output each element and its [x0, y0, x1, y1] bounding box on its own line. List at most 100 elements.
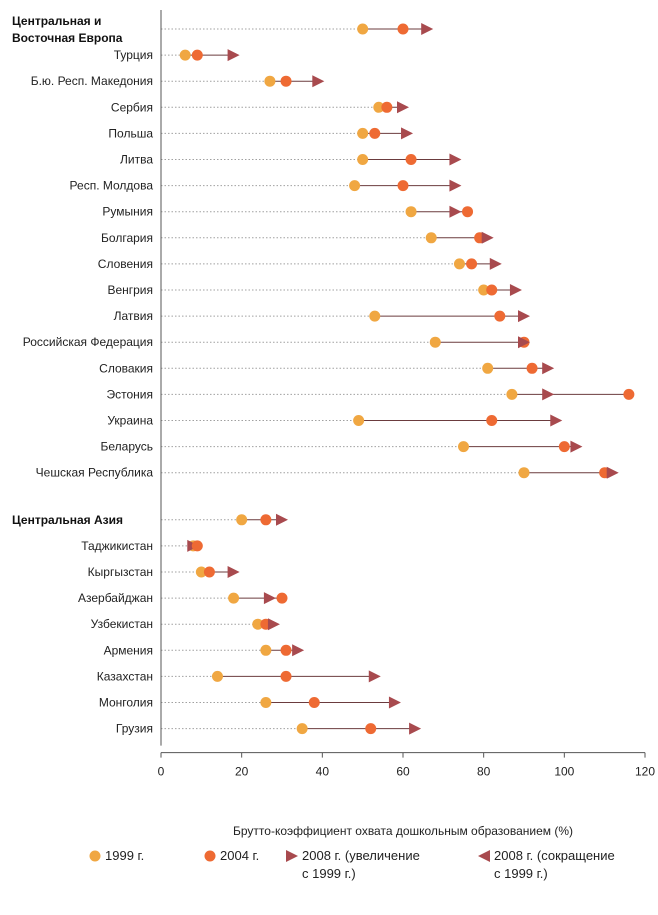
data-row: Эстония	[107, 387, 635, 401]
legend-label: с 1999 г.)	[494, 866, 548, 881]
point-1999	[353, 415, 365, 426]
data-row: Болгария	[101, 231, 494, 245]
row-label: Беларусь	[101, 440, 153, 454]
point-1999	[425, 232, 437, 244]
point-1999	[482, 362, 494, 374]
point-1999	[260, 697, 272, 708]
data-row: Литва	[120, 153, 462, 167]
point-2004	[397, 23, 409, 35]
row-label: Латвия	[114, 309, 153, 323]
point-2008	[292, 644, 305, 657]
data-row: Латвия	[114, 309, 530, 323]
point-2004	[280, 670, 292, 682]
point-1999	[357, 127, 369, 139]
legend-marker	[89, 850, 101, 862]
x-axis-title: Брутто-коэффициент охвата дошкольным обр…	[233, 824, 573, 838]
point-2008	[276, 513, 288, 526]
point-2004	[466, 258, 478, 270]
point-2004	[280, 75, 292, 87]
point-1999	[260, 644, 272, 656]
legend-marker	[286, 850, 298, 862]
point-1999	[211, 670, 223, 682]
point-2004	[623, 388, 635, 400]
group-row: Центральная и Восточная Европа	[12, 14, 434, 45]
data-row: Узбекистан	[91, 617, 280, 631]
point-1999	[349, 180, 361, 192]
data-row: Грузия	[116, 722, 422, 736]
point-2004	[260, 514, 272, 526]
data-row: Словения	[98, 257, 502, 271]
legend-label: 1999 г.	[105, 848, 144, 863]
point-1999	[405, 206, 417, 218]
point-2008	[570, 440, 583, 453]
group-label: Центральная Азия	[12, 513, 123, 527]
point-1999	[453, 258, 465, 270]
point-2008	[401, 127, 414, 140]
data-row: Венгрия	[107, 283, 522, 297]
point-2008	[606, 466, 619, 479]
row-label: Словения	[98, 257, 153, 271]
legend-item: 2004 г.	[204, 848, 259, 863]
point-1999	[236, 514, 248, 526]
point-2008	[542, 362, 555, 375]
row-label: Б.ю. Респ. Македония	[31, 74, 153, 88]
x-tick-label: 80	[477, 765, 491, 779]
row-label: Монголия	[99, 696, 153, 710]
point-2008	[368, 670, 381, 683]
point-1999	[264, 75, 276, 87]
point-2008	[227, 49, 240, 62]
point-2008	[550, 414, 563, 427]
point-2004	[365, 723, 377, 735]
point-2004	[191, 540, 203, 552]
point-1999	[373, 101, 385, 113]
legend: 1999 г. 2004 г. 2008 г. (увеличение с 1999 …	[89, 848, 615, 881]
row-label: Украина	[107, 414, 153, 428]
row-label: Венгрия	[107, 283, 153, 297]
row-label: Турция	[114, 48, 153, 62]
row-label: Польша	[108, 126, 153, 140]
data-row: Респ. Молдова	[70, 179, 462, 193]
data-row: Монголия	[99, 696, 401, 710]
row-label: Респ. Молдова	[70, 179, 154, 193]
point-2008	[509, 284, 522, 296]
legend-item: 1999 г.	[89, 848, 144, 863]
group-label: Центральная и	[12, 14, 101, 28]
row-label: Армения	[104, 643, 153, 657]
point-2004	[276, 592, 288, 604]
data-row: Румыния	[102, 205, 474, 219]
point-2008	[518, 310, 530, 323]
row-label: Кыргызстан	[88, 565, 153, 579]
point-2004	[381, 101, 393, 113]
point-1999	[357, 23, 369, 35]
legend-label: с 1999 г.)	[302, 866, 356, 881]
data-row: Кыргызстан	[88, 565, 240, 579]
group-row: Центральная Азия	[12, 513, 288, 527]
data-row: Российская Федерация	[23, 335, 530, 349]
point-2008	[263, 592, 276, 605]
x-tick-label: 0	[158, 765, 165, 779]
point-2008	[449, 179, 462, 192]
point-2008	[397, 101, 409, 114]
point-1999	[228, 592, 240, 604]
data-row: Чешская Республика	[36, 466, 619, 480]
point-2008	[518, 336, 530, 349]
point-2004	[486, 284, 498, 296]
point-2008	[481, 231, 494, 244]
data-row: Азербайджан	[78, 591, 288, 605]
legend-label: 2008 г. (увеличение	[302, 848, 420, 863]
row-label: Грузия	[116, 722, 153, 736]
point-1999	[518, 467, 530, 479]
data-row: Казахстан	[97, 669, 381, 683]
point-1999	[252, 618, 264, 630]
point-1999	[179, 49, 191, 61]
plot-area: Центральная и Восточная Европа Турция Б.ю. …	[12, 14, 635, 736]
x-tick-label: 40	[316, 765, 330, 779]
point-1999	[506, 388, 518, 400]
row-label: Эстония	[107, 387, 154, 401]
point-2008	[421, 23, 434, 35]
point-1999	[369, 310, 381, 322]
point-2008	[409, 722, 422, 735]
data-row: Сербия	[111, 100, 409, 114]
data-row: Словакия	[99, 361, 555, 375]
legend-label: 2004 г.	[220, 848, 259, 863]
